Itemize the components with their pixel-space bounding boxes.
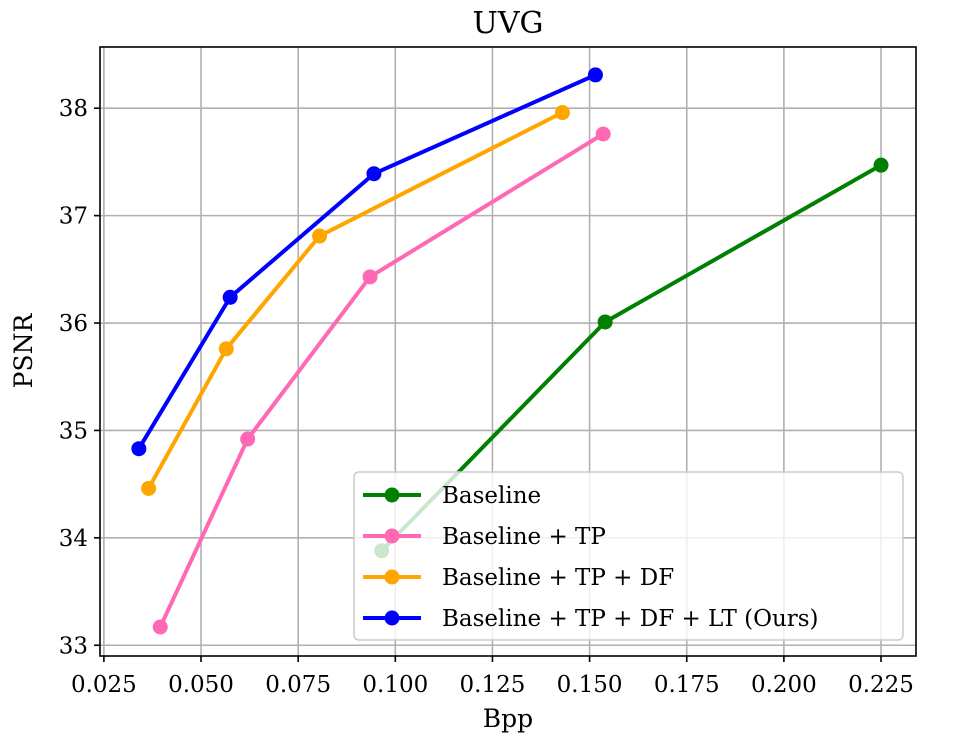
legend-label: Baseline: [442, 483, 541, 509]
x-tick-label: 0.075: [265, 672, 331, 698]
x-tick-label: 0.150: [557, 672, 623, 698]
data-point: [366, 166, 382, 182]
data-point: [595, 126, 611, 142]
legend-marker: [384, 569, 400, 585]
data-point: [587, 67, 603, 83]
legend-label: Baseline + TP + DF + LT (Ours): [442, 606, 819, 632]
data-point: [240, 431, 256, 447]
data-point: [222, 289, 238, 305]
y-tick-label: 37: [59, 204, 88, 230]
y-tick-label: 36: [59, 311, 88, 337]
legend-label: Baseline + TP: [442, 524, 606, 550]
series-line: [158, 132, 605, 628]
chart-title: UVG: [473, 6, 544, 41]
x-tick-label: 0.100: [362, 672, 428, 698]
x-tick-label: 0.200: [751, 672, 817, 698]
data-point: [554, 105, 570, 121]
x-tick-label: 0.225: [848, 672, 914, 698]
legend-item: Baseline + TP + DF: [363, 565, 674, 591]
data-point: [597, 314, 613, 330]
legend-marker: [384, 610, 400, 626]
x-tick-label: 0.175: [654, 672, 720, 698]
y-tick-label: 38: [59, 96, 88, 122]
data-point: [152, 619, 168, 635]
y-tick-label: 35: [59, 418, 88, 444]
y-tick-label: 33: [59, 633, 88, 659]
plot-frame: [99, 46, 917, 657]
legend-marker: [384, 528, 400, 544]
series-line: [137, 73, 597, 450]
legend-label: Baseline + TP + DF: [442, 565, 674, 591]
y-axis-label: PSNR: [9, 313, 38, 389]
legend-item: Baseline + TP + DF + LT (Ours): [363, 606, 819, 632]
data-point: [362, 269, 378, 285]
series-3: [141, 105, 570, 496]
data-point: [141, 480, 157, 496]
data-point: [131, 441, 147, 457]
series-4: [131, 67, 603, 457]
series-2: [152, 126, 611, 635]
axis-ticks: 0.025 0.050 0.075 0.100 0.125 0.150 0.175 0.200…: [59, 96, 914, 698]
legend-marker: [384, 487, 400, 503]
legend-item: Baseline + TP: [363, 524, 606, 550]
x-axis-label: Bpp: [483, 704, 533, 733]
x-tick-label: 0.050: [168, 672, 234, 698]
data-point: [873, 157, 889, 173]
legend: Baseline Baseline + TP Baseline + TP + DF B…: [353, 471, 904, 641]
data-point: [218, 341, 234, 357]
series-line: [146, 110, 564, 490]
legend-box: [353, 471, 904, 641]
data-point: [312, 228, 328, 244]
x-tick-label: 0.125: [460, 672, 526, 698]
x-tick-label: 0.025: [71, 672, 137, 698]
y-tick-label: 34: [59, 526, 88, 552]
legend-item: Baseline: [363, 483, 541, 509]
